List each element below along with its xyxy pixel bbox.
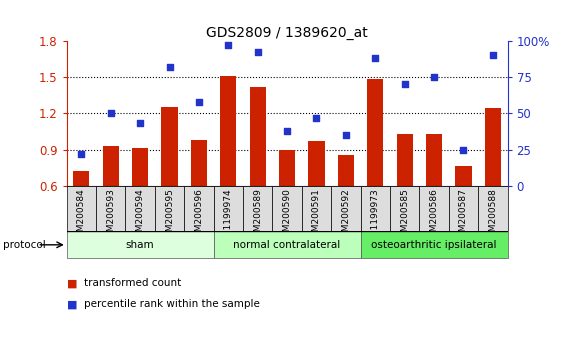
Point [400, 81, 409, 87]
Text: GSM200588: GSM200588 [488, 188, 497, 243]
Bar [184, 186, 213, 231]
Bar [478, 186, 508, 231]
Bar [309, 141, 325, 186]
Bar [67, 186, 96, 231]
Point [136, 121, 145, 126]
Point [429, 74, 438, 80]
Point [253, 50, 262, 55]
Point [224, 42, 233, 48]
Point [282, 128, 292, 133]
Text: GSM200595: GSM200595 [165, 188, 174, 243]
Bar [249, 87, 266, 186]
Text: protocol: protocol [3, 240, 46, 250]
Text: transformed count: transformed count [84, 278, 182, 288]
Bar [103, 146, 119, 186]
Bar [73, 171, 89, 186]
Bar [361, 231, 508, 258]
Text: GSM200587: GSM200587 [459, 188, 468, 243]
Point [77, 151, 86, 157]
Text: GSM1199974: GSM1199974 [224, 188, 233, 249]
Point [371, 55, 380, 61]
Text: GSM200586: GSM200586 [430, 188, 438, 243]
Bar [213, 231, 361, 258]
Bar [220, 76, 237, 186]
Bar [132, 148, 148, 186]
Text: GSM200596: GSM200596 [194, 188, 204, 243]
Bar [302, 186, 331, 231]
Bar [125, 186, 155, 231]
Text: GSM200593: GSM200593 [106, 188, 115, 243]
Point [165, 64, 174, 70]
Text: GSM200592: GSM200592 [342, 188, 350, 243]
Bar [449, 186, 478, 231]
Text: sham: sham [126, 240, 154, 250]
Text: GSM200594: GSM200594 [136, 188, 144, 243]
Bar [191, 140, 207, 186]
Point [459, 147, 468, 152]
Text: GSM200584: GSM200584 [77, 188, 86, 243]
Bar [67, 231, 213, 258]
Point [312, 115, 321, 120]
Bar [426, 134, 442, 186]
Text: osteoarthritic ipsilateral: osteoarthritic ipsilateral [371, 240, 497, 250]
Bar [367, 79, 383, 186]
Text: GSM200589: GSM200589 [253, 188, 262, 243]
Bar [419, 186, 449, 231]
Text: GSM1199973: GSM1199973 [371, 188, 380, 249]
Bar [155, 186, 184, 231]
Point [194, 99, 204, 104]
Bar [243, 186, 273, 231]
Text: GSM200585: GSM200585 [400, 188, 409, 243]
Point [106, 110, 115, 116]
Bar [390, 186, 419, 231]
Bar [96, 186, 125, 231]
Text: ■: ■ [67, 278, 77, 288]
Bar [161, 107, 177, 186]
Bar [338, 155, 354, 186]
Bar [213, 186, 243, 231]
Text: GSM200591: GSM200591 [312, 188, 321, 243]
Title: GDS2809 / 1389620_at: GDS2809 / 1389620_at [206, 26, 368, 40]
Bar [279, 150, 295, 186]
Text: normal contralateral: normal contralateral [234, 240, 340, 250]
Bar [273, 186, 302, 231]
Bar [397, 134, 413, 186]
Point [341, 132, 350, 138]
Bar [331, 186, 361, 231]
Bar [361, 186, 390, 231]
Text: GSM200590: GSM200590 [282, 188, 292, 243]
Text: ■: ■ [67, 299, 77, 309]
Bar [455, 166, 472, 186]
Text: percentile rank within the sample: percentile rank within the sample [84, 299, 260, 309]
Bar [485, 108, 501, 186]
Point [488, 52, 498, 58]
